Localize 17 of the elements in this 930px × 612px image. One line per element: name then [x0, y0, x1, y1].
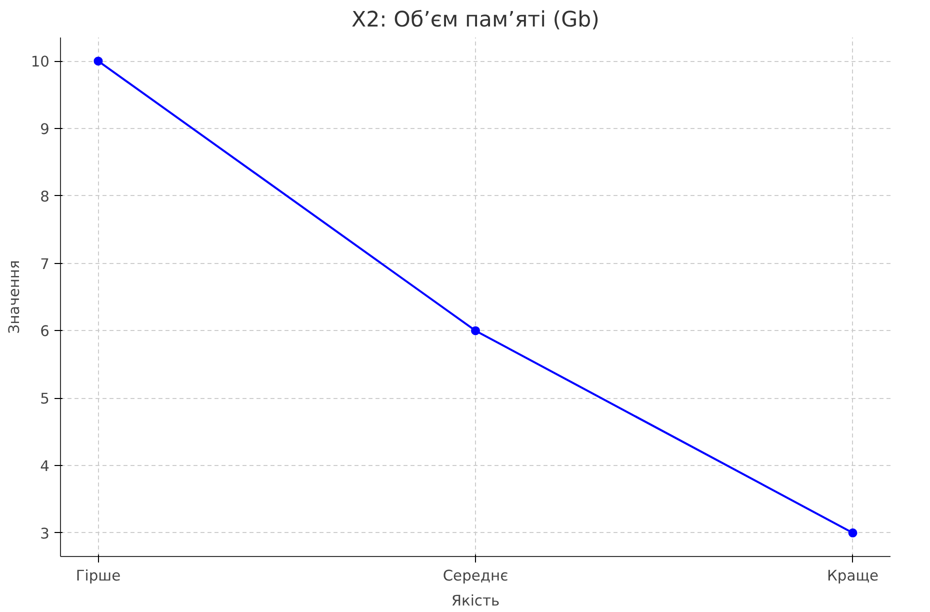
y-tick-label: 8: [40, 188, 50, 206]
x-tick-label: Краще: [827, 568, 879, 584]
y-axis-title: Значення: [6, 260, 23, 334]
chart-title: X2: Об’єм пам’яті (Gb): [352, 8, 600, 32]
y-tick-label: 5: [40, 390, 50, 408]
point: [471, 326, 480, 336]
y-tick-label: 3: [40, 525, 50, 542]
y-tick-label: 6: [40, 323, 50, 340]
y-tick-label: 9: [40, 120, 50, 138]
y-tick-label: 4: [40, 458, 50, 476]
x-tick-label: Гірше: [76, 568, 121, 584]
x-tick-label: Середнє: [442, 568, 508, 584]
y-tick-label: 7: [40, 256, 50, 273]
x-axis-title: Якість: [451, 592, 500, 610]
y-tick-label: 10: [30, 54, 50, 71]
point: [848, 528, 858, 538]
point: [94, 56, 103, 66]
